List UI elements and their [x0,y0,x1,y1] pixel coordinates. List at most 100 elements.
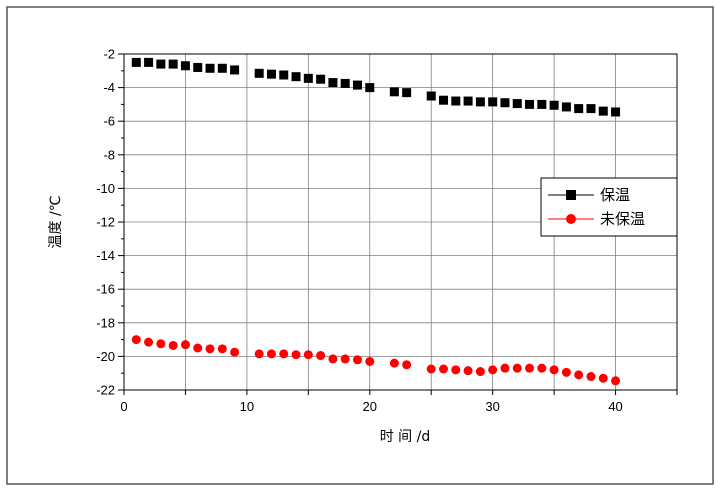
point-series-0 [291,72,301,82]
point-series-0 [340,78,350,88]
point-series-1 [537,363,547,373]
point-series-0 [537,99,547,109]
point-series-1 [279,349,289,359]
point-series-0 [488,97,498,107]
point-series-0 [254,68,264,78]
point-series-1 [426,364,436,374]
legend-label-weibaowen: 未保温 [600,210,645,228]
legend-label-baowen: 保温 [600,186,630,204]
y-tick-label: -12 [96,215,115,230]
point-series-1 [586,372,596,382]
point-series-1 [217,344,227,354]
y-tick-label: -4 [103,80,115,95]
point-series-0 [611,107,621,117]
point-series-0 [475,97,485,107]
x-tick-label: 40 [608,399,622,414]
point-series-0 [500,98,510,108]
point-series-1 [561,367,571,377]
x-tick-label: 10 [240,399,254,414]
y-tick-label: -22 [96,383,115,398]
point-series-0 [168,59,178,69]
point-series-0 [365,83,375,93]
x-tick-label: 20 [363,399,377,414]
point-series-1 [500,363,510,373]
point-series-1 [193,343,203,353]
point-series-0 [230,65,240,75]
point-series-1 [156,339,166,349]
point-series-1 [254,349,264,359]
point-series-0 [549,100,559,110]
data-points [131,57,621,386]
point-series-0 [525,99,535,109]
point-series-1 [144,337,154,347]
legend-marker-weibaowen [566,214,576,224]
point-series-0 [463,96,473,106]
point-series-0 [131,57,141,67]
point-series-0 [156,59,166,69]
point-series-1 [463,366,473,376]
point-series-1 [168,340,178,350]
x-axis-label: 时 间 /d [380,429,431,445]
point-series-0 [389,87,399,97]
legend-marker-baowen [566,190,576,200]
point-series-1 [451,365,461,375]
point-series-0 [180,61,190,71]
point-series-0 [439,95,449,105]
point-series-0 [266,69,276,79]
point-series-1 [230,347,240,357]
point-series-1 [389,358,399,368]
point-series-1 [352,355,362,365]
point-series-1 [611,376,621,386]
point-series-1 [303,350,313,360]
point-series-0 [426,91,436,101]
y-tick-label: -20 [96,349,115,364]
y-tick-label: -10 [96,181,115,196]
point-series-0 [352,80,362,90]
point-series-1 [340,354,350,364]
point-series-0 [451,96,461,106]
y-tick-label: -14 [96,248,115,263]
point-series-0 [144,57,154,67]
point-series-0 [561,102,571,112]
point-series-1 [316,351,326,361]
point-series-0 [586,104,596,114]
point-series-1 [266,349,276,359]
point-series-0 [328,78,338,88]
point-series-0 [598,106,608,116]
point-series-1 [205,344,215,354]
point-series-1 [131,335,141,345]
y-axis-label: 温度 /℃ [48,196,64,249]
figure-frame [6,6,714,485]
point-series-0 [574,104,584,114]
point-series-1 [488,365,498,375]
legend: 保温 未保温 [540,177,678,237]
point-series-0 [205,63,215,73]
legend-box [540,177,678,237]
point-series-1 [475,367,485,377]
point-series-1 [512,363,522,373]
point-series-0 [217,63,227,73]
point-series-1 [402,360,412,370]
point-series-1 [180,340,190,350]
point-series-1 [439,364,449,374]
y-tick-label: -18 [96,315,115,330]
x-tick-label: 30 [485,399,499,414]
point-series-1 [365,356,375,366]
point-series-0 [303,73,313,83]
y-tick-label: -16 [96,282,115,297]
y-tick-label: -6 [103,114,115,129]
point-series-0 [402,88,412,98]
point-series-0 [193,62,203,72]
x-tick-label: 0 [120,399,127,414]
axis-ticks: 0 10 20 30 40 -2 -4 -6 -8 -10 -12 -14 -16 -18 -20 -22 [96,47,678,414]
point-series-1 [291,350,301,360]
point-series-0 [512,99,522,109]
point-series-1 [598,373,608,383]
point-series-1 [574,370,584,380]
point-series-1 [328,354,338,364]
point-series-0 [279,70,289,80]
y-tick-label: -2 [103,47,115,62]
y-tick-label: -8 [103,147,115,162]
point-series-0 [316,74,326,84]
